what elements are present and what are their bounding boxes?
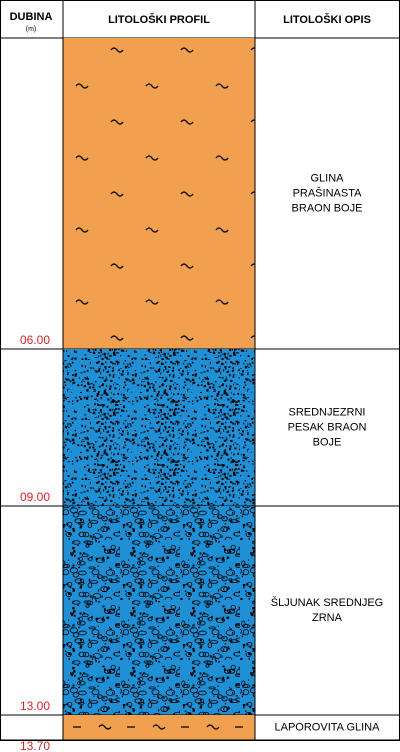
layer-description: ŠLJUNAK SREDNJEG	[271, 596, 383, 609]
layer-description: SREDNJEZRNI	[288, 406, 365, 418]
layer-description: PRAŠINASTA	[293, 186, 363, 199]
header-unit: (m)	[26, 26, 37, 33]
layer-fill	[63, 349, 255, 506]
layer-description: ZRNA	[312, 612, 343, 624]
header-description: LITOLOŠKI OPIS	[283, 13, 371, 26]
layers: 06.00 GLINA PRAŠINASTA BRAON BOJE 09.00 SREDN…	[0, 38, 400, 752]
layer-description: BRAON BOJE	[292, 202, 363, 214]
header-depth: DUBINA	[10, 11, 53, 23]
depth-label: 09.00	[20, 490, 50, 504]
layer-description: BOJE	[313, 436, 342, 448]
layer-description: GLINA	[310, 172, 344, 184]
layer-fill	[63, 715, 255, 740]
header-profile: LITOLOŠKI PROFIL	[108, 13, 210, 26]
layer-fill	[63, 38, 255, 349]
layer-description: PESAK BRAON	[288, 421, 367, 433]
depth-label: 13.00	[20, 699, 50, 713]
depth-label: 06.00	[20, 333, 50, 347]
layer-description: LAPOROVITA GLINA	[275, 721, 381, 733]
depth-label: 13.70	[20, 739, 50, 752]
layer-fill	[63, 506, 255, 715]
